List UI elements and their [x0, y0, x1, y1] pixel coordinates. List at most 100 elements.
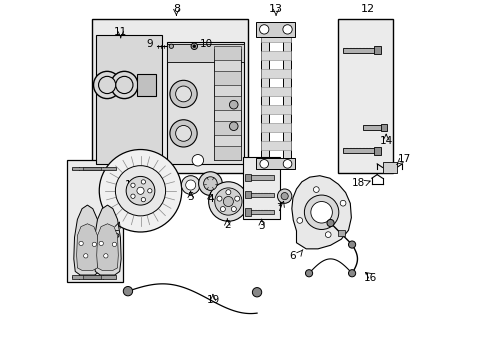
- Circle shape: [296, 217, 302, 223]
- Circle shape: [169, 44, 173, 48]
- Bar: [137, 74, 155, 96]
- Text: 16: 16: [363, 273, 376, 283]
- Circle shape: [185, 180, 195, 190]
- Circle shape: [225, 190, 230, 195]
- Circle shape: [99, 76, 116, 94]
- Circle shape: [208, 182, 247, 221]
- Circle shape: [175, 126, 191, 141]
- Text: 1: 1: [124, 180, 131, 190]
- Circle shape: [131, 183, 135, 188]
- Bar: [214, 49, 241, 160]
- Bar: [260, 158, 290, 167]
- Bar: [72, 275, 116, 279]
- Circle shape: [283, 159, 291, 168]
- Circle shape: [220, 207, 225, 212]
- Circle shape: [259, 25, 268, 34]
- Circle shape: [310, 202, 332, 223]
- Circle shape: [181, 176, 200, 194]
- Circle shape: [137, 187, 144, 194]
- Circle shape: [93, 71, 121, 99]
- Bar: [214, 71, 241, 85]
- Bar: [67, 160, 122, 282]
- Bar: [260, 22, 268, 169]
- Bar: [244, 191, 250, 198]
- Circle shape: [141, 180, 145, 184]
- Bar: [337, 19, 392, 173]
- Circle shape: [282, 25, 292, 34]
- Bar: [214, 121, 241, 135]
- Circle shape: [116, 76, 133, 94]
- Circle shape: [99, 149, 182, 232]
- Circle shape: [103, 254, 108, 258]
- Circle shape: [277, 189, 291, 203]
- Circle shape: [192, 45, 195, 48]
- Bar: [246, 210, 274, 214]
- Text: 9: 9: [146, 40, 153, 49]
- Text: 2: 2: [224, 220, 230, 230]
- Circle shape: [198, 172, 222, 195]
- Text: 15: 15: [108, 230, 121, 239]
- Circle shape: [252, 288, 261, 297]
- Text: 10: 10: [200, 40, 213, 49]
- Circle shape: [123, 287, 132, 296]
- Bar: [256, 22, 295, 37]
- Polygon shape: [77, 224, 98, 270]
- Circle shape: [112, 242, 116, 247]
- Circle shape: [348, 241, 355, 248]
- Bar: [83, 275, 101, 279]
- Bar: [260, 140, 290, 149]
- Polygon shape: [291, 176, 351, 249]
- Bar: [214, 96, 241, 110]
- Bar: [373, 46, 380, 54]
- Bar: [92, 19, 247, 173]
- Circle shape: [214, 188, 242, 215]
- Circle shape: [92, 242, 96, 247]
- Circle shape: [169, 80, 197, 108]
- Bar: [246, 193, 274, 197]
- Circle shape: [191, 43, 197, 49]
- Bar: [214, 45, 241, 60]
- Text: 12: 12: [361, 4, 374, 14]
- Bar: [242, 157, 280, 220]
- Circle shape: [229, 100, 238, 109]
- Bar: [246, 175, 274, 180]
- Circle shape: [175, 86, 191, 102]
- Text: 17: 17: [397, 154, 410, 164]
- Text: 5: 5: [187, 192, 194, 202]
- Bar: [260, 69, 290, 78]
- Bar: [83, 167, 101, 170]
- Bar: [260, 87, 290, 96]
- Circle shape: [126, 176, 155, 205]
- Bar: [167, 42, 244, 164]
- Circle shape: [83, 254, 88, 258]
- Text: 6: 6: [289, 251, 296, 261]
- Text: 7: 7: [276, 203, 283, 213]
- Circle shape: [305, 270, 312, 277]
- Bar: [167, 44, 244, 62]
- Text: 19: 19: [206, 295, 219, 305]
- Circle shape: [131, 194, 135, 198]
- Bar: [214, 146, 241, 160]
- Circle shape: [231, 207, 236, 212]
- Circle shape: [110, 71, 138, 99]
- Bar: [260, 51, 290, 60]
- Circle shape: [147, 189, 152, 193]
- Text: 4: 4: [207, 194, 213, 204]
- Polygon shape: [74, 205, 101, 275]
- Circle shape: [229, 122, 238, 131]
- Polygon shape: [94, 205, 121, 275]
- Circle shape: [217, 196, 222, 201]
- Circle shape: [325, 232, 330, 238]
- Circle shape: [192, 154, 203, 166]
- Bar: [362, 126, 382, 130]
- Bar: [72, 167, 116, 170]
- Circle shape: [169, 120, 197, 147]
- Circle shape: [313, 187, 319, 193]
- Bar: [244, 174, 250, 181]
- Bar: [244, 208, 250, 216]
- Bar: [373, 147, 380, 154]
- Bar: [380, 124, 386, 131]
- Text: 14: 14: [379, 136, 392, 146]
- Circle shape: [203, 177, 217, 190]
- Polygon shape: [97, 224, 118, 270]
